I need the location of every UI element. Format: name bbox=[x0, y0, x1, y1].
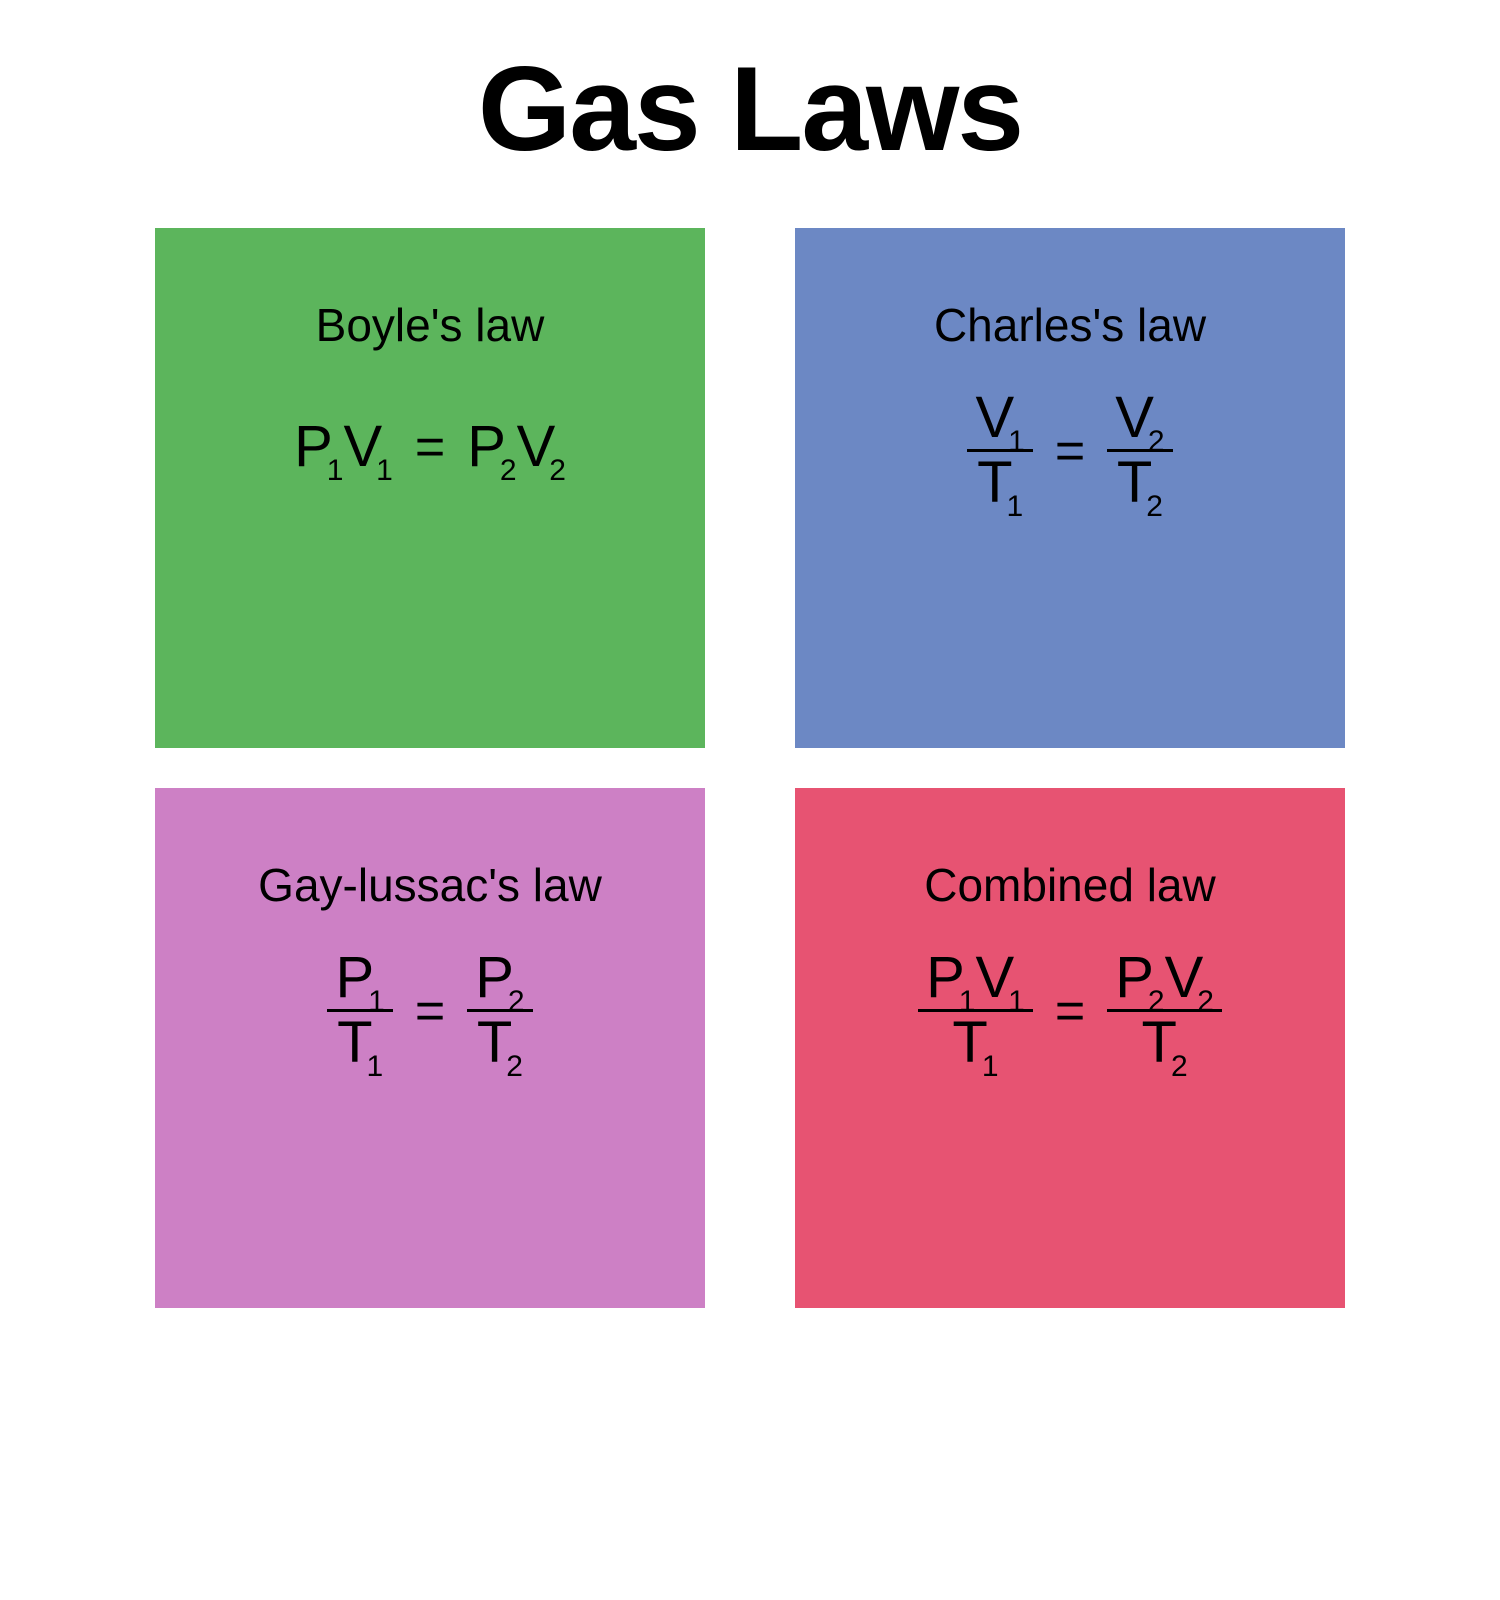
term: P1 V1 bbox=[294, 418, 393, 476]
card-gaylussac: Gay-lussac's law P1 T1 = P2 T2 bbox=[155, 788, 705, 1308]
sub-2: 2 bbox=[1197, 985, 1214, 1019]
card-title-charles: Charles's law bbox=[934, 298, 1206, 352]
page-title: Gas Laws bbox=[478, 40, 1022, 178]
sub-1: 1 bbox=[1007, 490, 1024, 524]
sub-2: 2 bbox=[506, 1050, 523, 1084]
card-title-combined: Combined law bbox=[924, 858, 1215, 912]
sub-2: 2 bbox=[1148, 425, 1165, 459]
sub-2: 2 bbox=[508, 985, 525, 1019]
sub-2: 2 bbox=[1146, 490, 1163, 524]
card-title-boyle: Boyle's law bbox=[316, 298, 545, 352]
sub-1: 1 bbox=[367, 1050, 384, 1084]
laws-grid: Boyle's law P1 V1 = P2 V2 Charles's law … bbox=[155, 228, 1345, 1308]
card-combined: Combined law P1 V1 T1 = P2 V2 T2 bbox=[795, 788, 1345, 1308]
card-title-gaylussac: Gay-lussac's law bbox=[258, 858, 602, 912]
fraction: V1 T1 bbox=[967, 387, 1032, 514]
sub-1: 1 bbox=[368, 985, 385, 1019]
sub-2: 2 bbox=[1148, 985, 1165, 1019]
formula-gaylussac: P1 T1 = P2 T2 bbox=[327, 947, 532, 1074]
equals: = bbox=[1055, 981, 1085, 1041]
fraction: P1 T1 bbox=[327, 947, 392, 1074]
sub-1: 1 bbox=[982, 1050, 999, 1084]
equals: = bbox=[415, 417, 445, 477]
formula-charles: V1 T1 = V2 T2 bbox=[967, 387, 1172, 514]
fraction: P1 V1 T1 bbox=[918, 947, 1033, 1074]
sub-1: 1 bbox=[1008, 425, 1025, 459]
fraction: P2 V2 T2 bbox=[1107, 947, 1222, 1074]
equals: = bbox=[415, 981, 445, 1041]
sub-1: 1 bbox=[376, 454, 393, 488]
formula-combined: P1 V1 T1 = P2 V2 T2 bbox=[918, 947, 1222, 1074]
fraction: P2 T2 bbox=[467, 947, 532, 1074]
formula-boyle: P1 V1 = P2 V2 bbox=[294, 417, 566, 477]
sub-1: 1 bbox=[327, 454, 344, 488]
sub-1: 1 bbox=[959, 985, 976, 1019]
fraction: V2 T2 bbox=[1107, 387, 1172, 514]
card-charles: Charles's law V1 T1 = V2 T2 bbox=[795, 228, 1345, 748]
card-boyle: Boyle's law P1 V1 = P2 V2 bbox=[155, 228, 705, 748]
sub-2: 2 bbox=[549, 454, 566, 488]
term: P2 V2 bbox=[467, 418, 566, 476]
sub-1: 1 bbox=[1008, 985, 1025, 1019]
equals: = bbox=[1055, 421, 1085, 481]
sub-2: 2 bbox=[1171, 1050, 1188, 1084]
sub-2: 2 bbox=[500, 454, 517, 488]
